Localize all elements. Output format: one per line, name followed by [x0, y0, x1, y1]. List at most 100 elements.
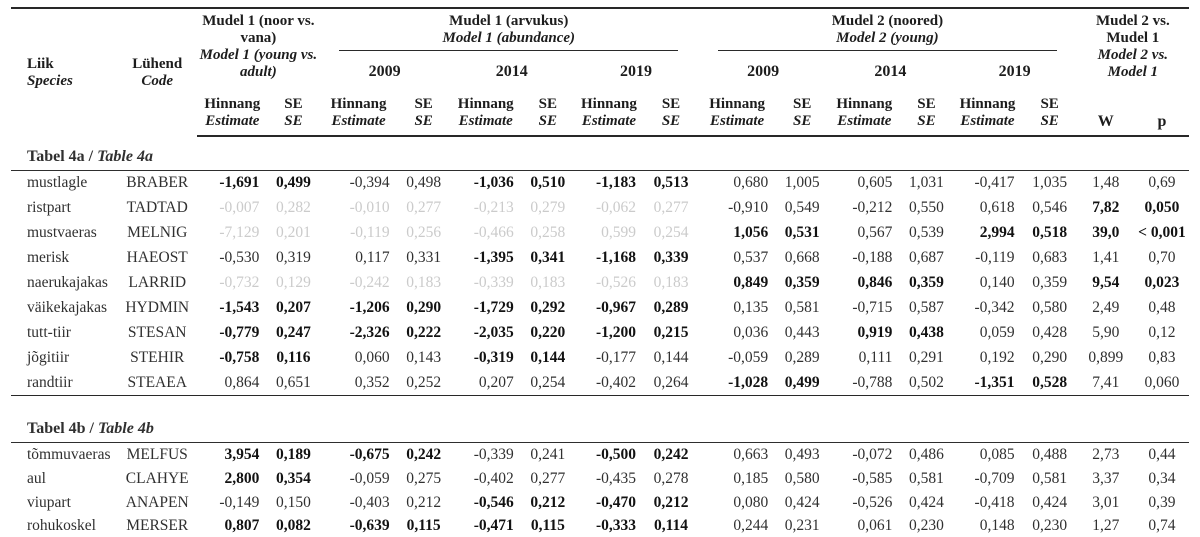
ab2009_estimate-cell: 0,117	[355, 249, 390, 266]
ab2019_se-cell: 0,242	[653, 445, 689, 463]
col-header-se: SE SE	[397, 94, 450, 137]
col-header-estimate: Hinnang Estimate	[197, 94, 268, 137]
y2019_estimate-cell: 0,148	[952, 514, 1023, 537]
ab2009_estimate-cell: 0,352	[319, 370, 398, 396]
ab2014_estimate-cell: -0,466	[473, 224, 514, 241]
m1_estimate-cell: 3,954	[224, 445, 260, 463]
y2019_se-cell: 0,488	[1032, 445, 1068, 463]
ab2009_estimate-cell: -0,639	[319, 514, 398, 537]
col-group-model2-young-et: Mudel 2 (noored)	[831, 13, 944, 29]
table-row: tõmmuvaeras MELFUS 3,954 0,189 -0,675 0,242 -0…	[11, 443, 1189, 467]
m1_estimate-cell: -1,543	[219, 299, 260, 316]
y2014_se-cell: 0,550	[908, 199, 944, 216]
table-row: randtiir STEAEA 0,864 0,651 0,352 0,252 0,207 0…	[11, 370, 1189, 396]
m1_se-cell: 0,354	[276, 469, 311, 487]
y2014_estimate-cell: -0,188	[852, 249, 893, 266]
section-title-en: Table 4a	[97, 148, 153, 165]
y2009_estimate-cell: 0,080	[733, 493, 769, 511]
se-label-et: SE	[284, 96, 303, 112]
m1_estimate-cell: -0,530	[219, 249, 260, 266]
y2014_estimate-cell: 0,061	[828, 514, 901, 537]
y2019_estimate-cell: 0,192	[979, 349, 1015, 366]
ab2014_estimate-cell: -0,546	[473, 493, 514, 511]
ab2009_se-cell: 0,277	[406, 199, 442, 216]
y2009_estimate-cell: 0,135	[733, 299, 769, 316]
y2014_se-cell: 0,587	[908, 299, 944, 316]
y2014_estimate-cell: -0,526	[852, 493, 893, 511]
col-group-model2-vs-model1-en: Model 2 vs. Model 1	[1097, 47, 1169, 80]
y2014_estimate-cell: 0,919	[857, 324, 893, 341]
ab2009_estimate-cell: -0,010	[349, 199, 390, 216]
estimate-label-et: Hinnang	[709, 96, 766, 112]
col-group-model1-abundance-et: Mudel 1 (arvukus)	[449, 13, 569, 29]
ab2014_se-cell: 0,341	[530, 249, 566, 266]
p-cell: 0,70	[1148, 249, 1176, 266]
ab2019_estimate-cell: -0,435	[595, 469, 636, 487]
table-row: rohukoskel MERSER 0,807 0,082 -0,639 0,115 -0,…	[11, 514, 1189, 537]
m1_se-cell: 0,129	[276, 274, 311, 291]
col-group-model1-age-et: Mudel 1 (noor vs. vana)	[202, 13, 315, 46]
estimate-label-en: Estimate	[205, 113, 260, 129]
ab2019_estimate-cell: -0,402	[573, 370, 644, 396]
estimate-label-en: Estimate	[331, 113, 386, 129]
ab2009_estimate-cell: -0,675	[349, 445, 390, 463]
species-name: väikekajakas	[27, 299, 108, 316]
ab2019_se-cell: 0,212	[653, 493, 689, 511]
ab2019_estimate-cell: -0,500	[595, 445, 636, 463]
p-cell: 0,44	[1148, 445, 1176, 463]
ab2009_estimate-cell: -0,119	[350, 224, 390, 241]
W-cell: 5,90	[1092, 324, 1120, 341]
m1_estimate-cell: -7,129	[219, 224, 260, 241]
y2009_se-cell: 0,359	[784, 274, 820, 291]
ab2019_se-cell: 0,183	[653, 274, 689, 291]
ab2019_estimate-cell: 0,599	[601, 224, 636, 241]
W-cell: 3,37	[1092, 469, 1120, 487]
y2014_estimate-cell: -0,585	[852, 469, 893, 487]
y2014_estimate-cell: -0,715	[852, 299, 893, 316]
p-cell: 0,12	[1148, 324, 1176, 341]
species-name: naerukajakas	[27, 274, 108, 291]
y2014_se-cell: 0,687	[908, 249, 944, 266]
estimate-label-et: Hinnang	[959, 96, 1016, 112]
m1_se-cell: 0,207	[276, 299, 311, 316]
col-group-model2-young: Mudel 2 (noored) Model 2 (young)	[698, 8, 1077, 58]
y2019_se-cell: 0,581	[1032, 469, 1068, 487]
estimate-label-en: Estimate	[710, 113, 765, 129]
ab2009_se-cell: 0,290	[406, 299, 442, 316]
ab2019_estimate-cell: -0,526	[595, 274, 636, 291]
y2014_estimate-cell: 0,605	[857, 174, 893, 192]
ab2014_se-cell: 0,279	[530, 199, 566, 216]
y2019_estimate-cell: 0,618	[979, 199, 1015, 216]
ab2014_estimate-cell: -0,339	[473, 274, 514, 291]
ab2019_se-cell: 0,264	[643, 370, 699, 396]
estimate-label-en: Estimate	[960, 113, 1015, 129]
ab2009_se-cell: 0,275	[406, 469, 442, 487]
y2009_estimate-cell: -0,059	[728, 349, 769, 366]
m1_estimate-cell: -0,758	[219, 349, 260, 366]
y2014_se-cell: 0,486	[908, 445, 944, 463]
p-cell: 0,023	[1144, 274, 1180, 291]
ab2014_se-cell: 0,510	[530, 174, 566, 192]
ab2009_se-cell: 0,252	[397, 370, 450, 396]
col-group-model1-abundance-en: Model 1 (abundance)	[442, 30, 576, 46]
results-table: Liik Species Lühend Code Mudel 1 (noor v…	[11, 7, 1189, 537]
y2009_estimate-cell: 0,663	[733, 445, 769, 463]
ab2009_se-cell: 0,183	[406, 274, 442, 291]
species-name: randtiir	[11, 370, 118, 396]
ab2009_se-cell: 0,498	[406, 174, 442, 192]
table-row: merisk HAEOST -0,530 0,319 0,117 0,331 -1,395 0…	[11, 246, 1189, 271]
col-group-model1-abundance: Mudel 1 (arvukus) Model 1 (abundance)	[319, 8, 698, 58]
y2019_estimate-cell: 0,059	[979, 324, 1015, 341]
m1_estimate-cell: -0,007	[219, 199, 260, 216]
y2009_estimate-cell: 0,680	[733, 174, 769, 192]
col-header-w-statistic: W	[1076, 94, 1135, 137]
col-group-model1-abundance-title: Mudel 1 (arvukus) Model 1 (abundance)	[339, 13, 679, 51]
y2019_estimate-cell: -0,342	[974, 299, 1015, 316]
ab2019_estimate-cell: -0,470	[595, 493, 636, 511]
se-label-en: SE	[1040, 113, 1059, 129]
y2019_se-cell: 1,035	[1032, 174, 1068, 192]
col-header-young-year-2014: 2014	[874, 63, 907, 80]
y2014_se-cell: 1,031	[908, 174, 944, 192]
ab2009_se-cell: 0,256	[406, 224, 442, 241]
ab2019_estimate-cell: -1,183	[595, 174, 636, 192]
